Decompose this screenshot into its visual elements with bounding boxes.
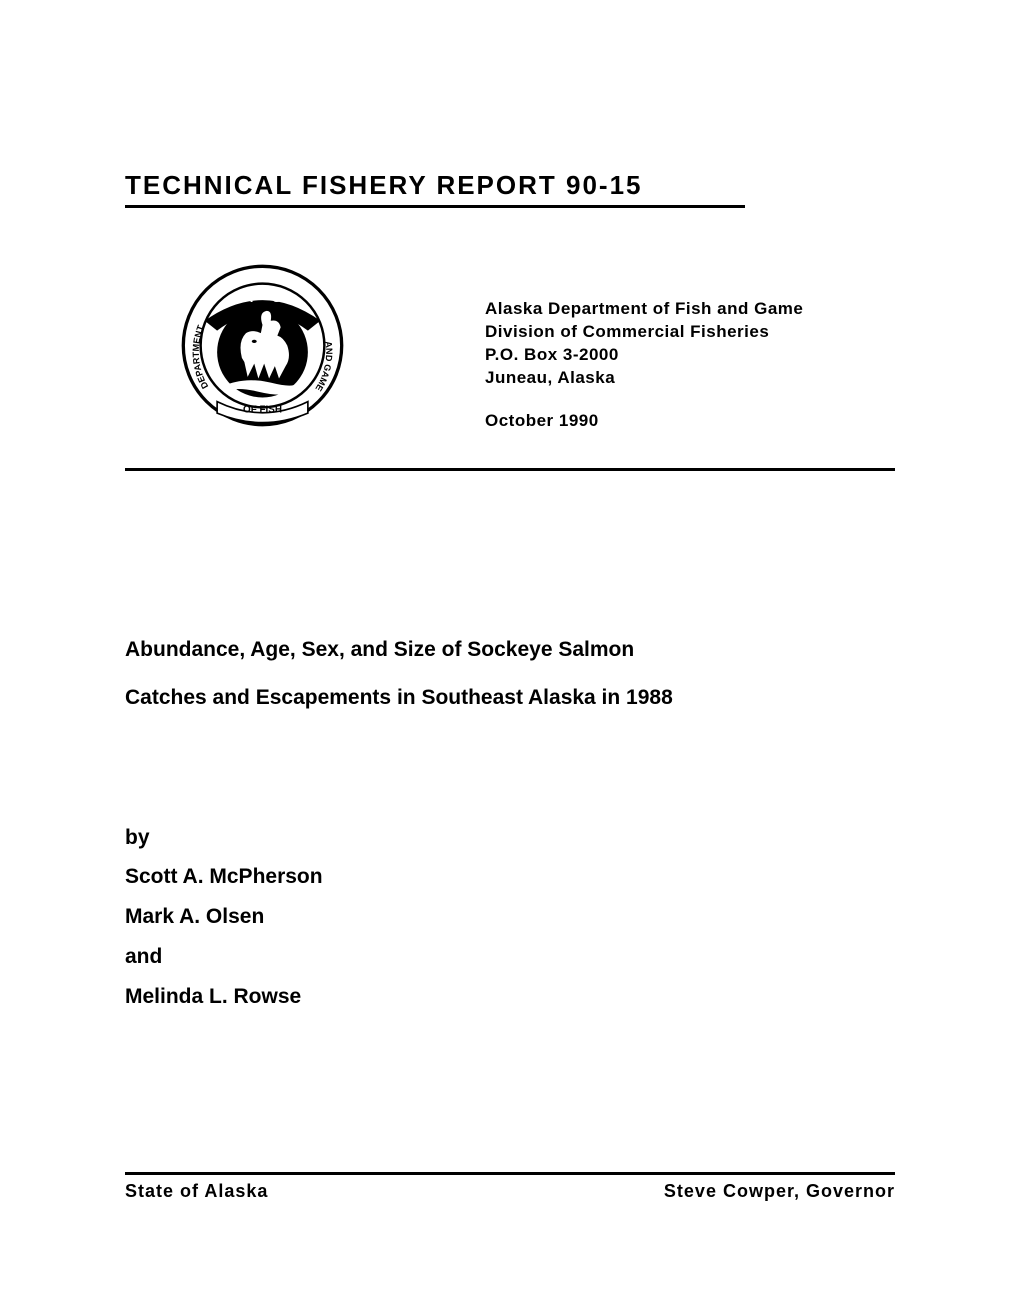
agency-logo: A S OF FISH DEPARTMENT AND GAME bbox=[125, 263, 360, 433]
footer-governor: Steve Cowper, Governor bbox=[664, 1181, 895, 1202]
author-1: Scott A. McPherson bbox=[125, 857, 895, 897]
svg-text:A: A bbox=[244, 290, 254, 305]
and-label: and bbox=[125, 937, 895, 977]
title-line-2: Catches and Escapements in Southeast Ala… bbox=[125, 674, 895, 722]
adfg-seal-icon: A S OF FISH DEPARTMENT AND GAME bbox=[180, 263, 345, 428]
dept-line-2: Division of Commercial Fisheries bbox=[485, 321, 895, 344]
department-address: Alaska Department of Fish and Game Divis… bbox=[360, 263, 895, 433]
divider-top bbox=[125, 468, 895, 471]
svg-text:S: S bbox=[272, 290, 281, 305]
dept-line-3: P.O. Box 3-2000 bbox=[485, 344, 895, 367]
author-2: Mark A. Olsen bbox=[125, 897, 895, 937]
author-block: by Scott A. McPherson Mark A. Olsen and … bbox=[125, 818, 895, 1017]
title-line-1: Abundance, Age, Sex, and Size of Sockeye… bbox=[125, 626, 895, 674]
header-row: A S OF FISH DEPARTMENT AND GAME Alaska D bbox=[125, 263, 895, 433]
dept-line-1: Alaska Department of Fish and Game bbox=[485, 298, 895, 321]
footer-state: State of Alaska bbox=[125, 1181, 268, 1202]
author-3: Melinda L. Rowse bbox=[125, 977, 895, 1017]
svg-text:OF FISH: OF FISH bbox=[243, 404, 282, 415]
report-header-title: TECHNICAL FISHERY REPORT 90-15 bbox=[125, 170, 745, 208]
footer-row: State of Alaska Steve Cowper, Governor bbox=[125, 1181, 895, 1202]
by-label: by bbox=[125, 818, 895, 858]
publication-date: October 1990 bbox=[485, 410, 895, 433]
document-title: Abundance, Age, Sex, and Size of Sockeye… bbox=[125, 626, 895, 723]
dept-line-4: Juneau, Alaska bbox=[485, 367, 895, 390]
divider-bottom bbox=[125, 1172, 895, 1175]
